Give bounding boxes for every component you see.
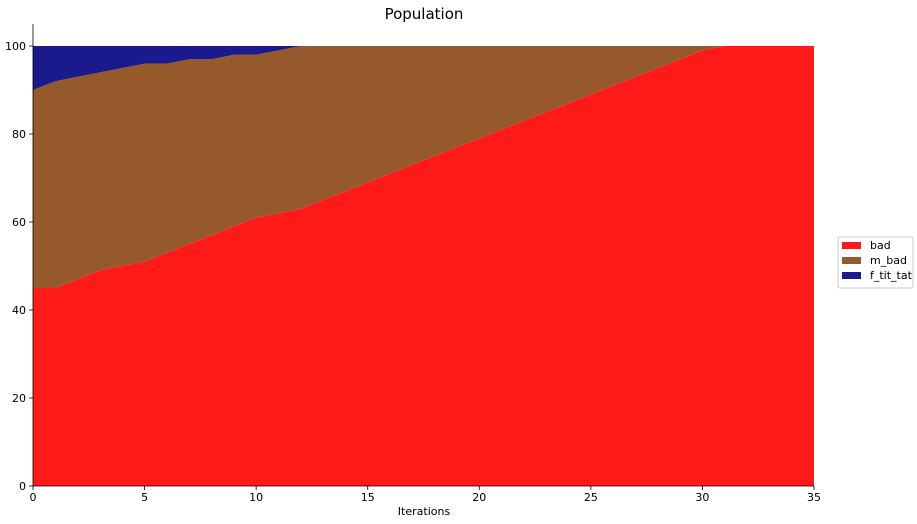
- legend-swatch-bad: [842, 242, 861, 249]
- x-tick-label: 0: [30, 491, 37, 504]
- y-tick-label: 60: [12, 216, 26, 229]
- chart-title: Population: [385, 5, 464, 23]
- legend-label-bad: bad: [870, 239, 891, 252]
- x-tick-label: 25: [584, 491, 598, 504]
- x-tick-label: 30: [695, 491, 709, 504]
- area-series-f-tit-tat: [33, 46, 814, 90]
- axes: 0 5 10 15 20 25 30 35 0 20 40 60 80 100: [5, 24, 821, 504]
- legend-swatch-f-tit-tat: [842, 272, 861, 279]
- x-tick-label: 5: [141, 491, 148, 504]
- x-tick-label: 15: [361, 491, 375, 504]
- area-series-bad: [33, 46, 814, 486]
- y-tick-label: 20: [12, 392, 26, 405]
- x-axis-label: Iterations: [398, 505, 451, 518]
- y-tick-label: 80: [12, 128, 26, 141]
- area-series-m-bad: [33, 46, 814, 288]
- legend: bad m_bad f_tit_tat: [837, 236, 914, 289]
- legend-label-f-tit-tat: f_tit_tat: [870, 269, 913, 282]
- y-tick-label: 40: [12, 304, 26, 317]
- y-tick-label: 100: [5, 40, 26, 53]
- plot-areas: [33, 46, 814, 486]
- x-tick-label: 10: [249, 491, 263, 504]
- x-tick-label: 35: [807, 491, 821, 504]
- legend-label-m-bad: m_bad: [870, 254, 907, 267]
- x-tick-label: 20: [472, 491, 486, 504]
- legend-swatch-m-bad: [842, 257, 861, 264]
- y-tick-label: 0: [19, 480, 26, 493]
